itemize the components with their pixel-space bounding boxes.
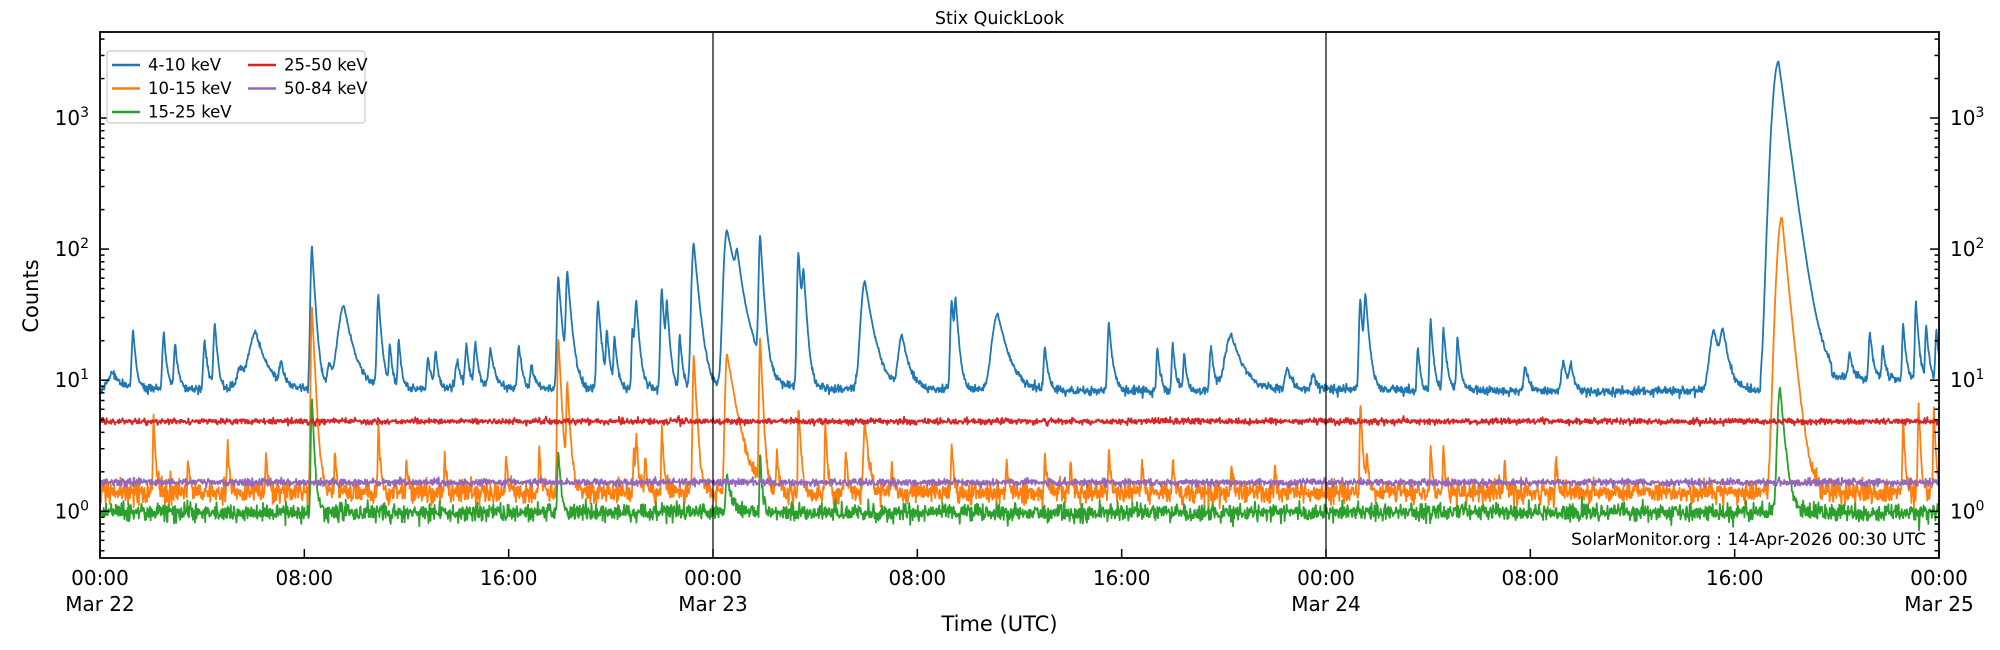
legend-label: 50-84 keV [284, 79, 368, 98]
series-line-4-10-kev [100, 60, 1939, 400]
x-tick-time-label: 08:00 [276, 566, 334, 590]
series-line-50-84-kev [100, 476, 1939, 490]
y-tick-label-left: 101 [55, 367, 89, 392]
x-tick-time-label: 08:00 [889, 566, 947, 590]
x-tick-time-label: 00:00 [1297, 566, 1355, 590]
legend-box [106, 50, 366, 124]
y-tick-label-left: 100 [55, 498, 89, 523]
axis-ticks [99, 38, 1940, 558]
legend-label: 10-15 keV [148, 79, 232, 98]
y-axis-title: Counts [19, 259, 43, 333]
x-tick-day-label: Mar 22 [65, 592, 135, 616]
x-tick-time-label: 16:00 [1093, 566, 1151, 590]
y-tick-label-right: 103 [1950, 105, 1984, 130]
y-tick-label-right: 102 [1950, 236, 1984, 261]
x-tick-time-label: 16:00 [480, 566, 538, 590]
x-tick-day-label: Mar 25 [1904, 592, 1974, 616]
x-tick-time-label: 00:00 [1910, 566, 1968, 590]
legend-label: 15-25 keV [148, 103, 232, 122]
x-tick-day-label: Mar 24 [1291, 592, 1361, 616]
y-tick-label-right: 100 [1950, 498, 1984, 523]
x-tick-day-label: Mar 23 [678, 592, 748, 616]
x-tick-time-label: 08:00 [1502, 566, 1560, 590]
y-tick-label-right: 101 [1950, 367, 1984, 392]
legend-label: 25-50 keV [284, 56, 368, 75]
legend: 4-10 keV 10-15 keV 15-25 keV 25-50 keV 50-84… [106, 50, 368, 124]
series-line-15-25-kev [100, 386, 1939, 532]
series-lines [100, 60, 1939, 532]
x-tick-time-label: 00:00 [684, 566, 742, 590]
watermark-credit: SolarMonitor.org : 14-Apr-2026 00:30 UTC [1571, 530, 1926, 550]
series-line-25-50-kev [100, 414, 1939, 428]
chart-title: Stix QuickLook [934, 9, 1065, 29]
x-axis-title: Time (UTC) [941, 612, 1058, 636]
y-tick-label-left: 102 [55, 236, 89, 261]
plot-border [99, 31, 1940, 559]
y-tick-label-left: 103 [55, 105, 89, 130]
x-tick-time-label: 16:00 [1706, 566, 1764, 590]
series-line-10-15-kev [100, 216, 1939, 515]
legend-label: 4-10 keV [148, 56, 222, 75]
x-tick-time-label: 00:00 [71, 566, 129, 590]
